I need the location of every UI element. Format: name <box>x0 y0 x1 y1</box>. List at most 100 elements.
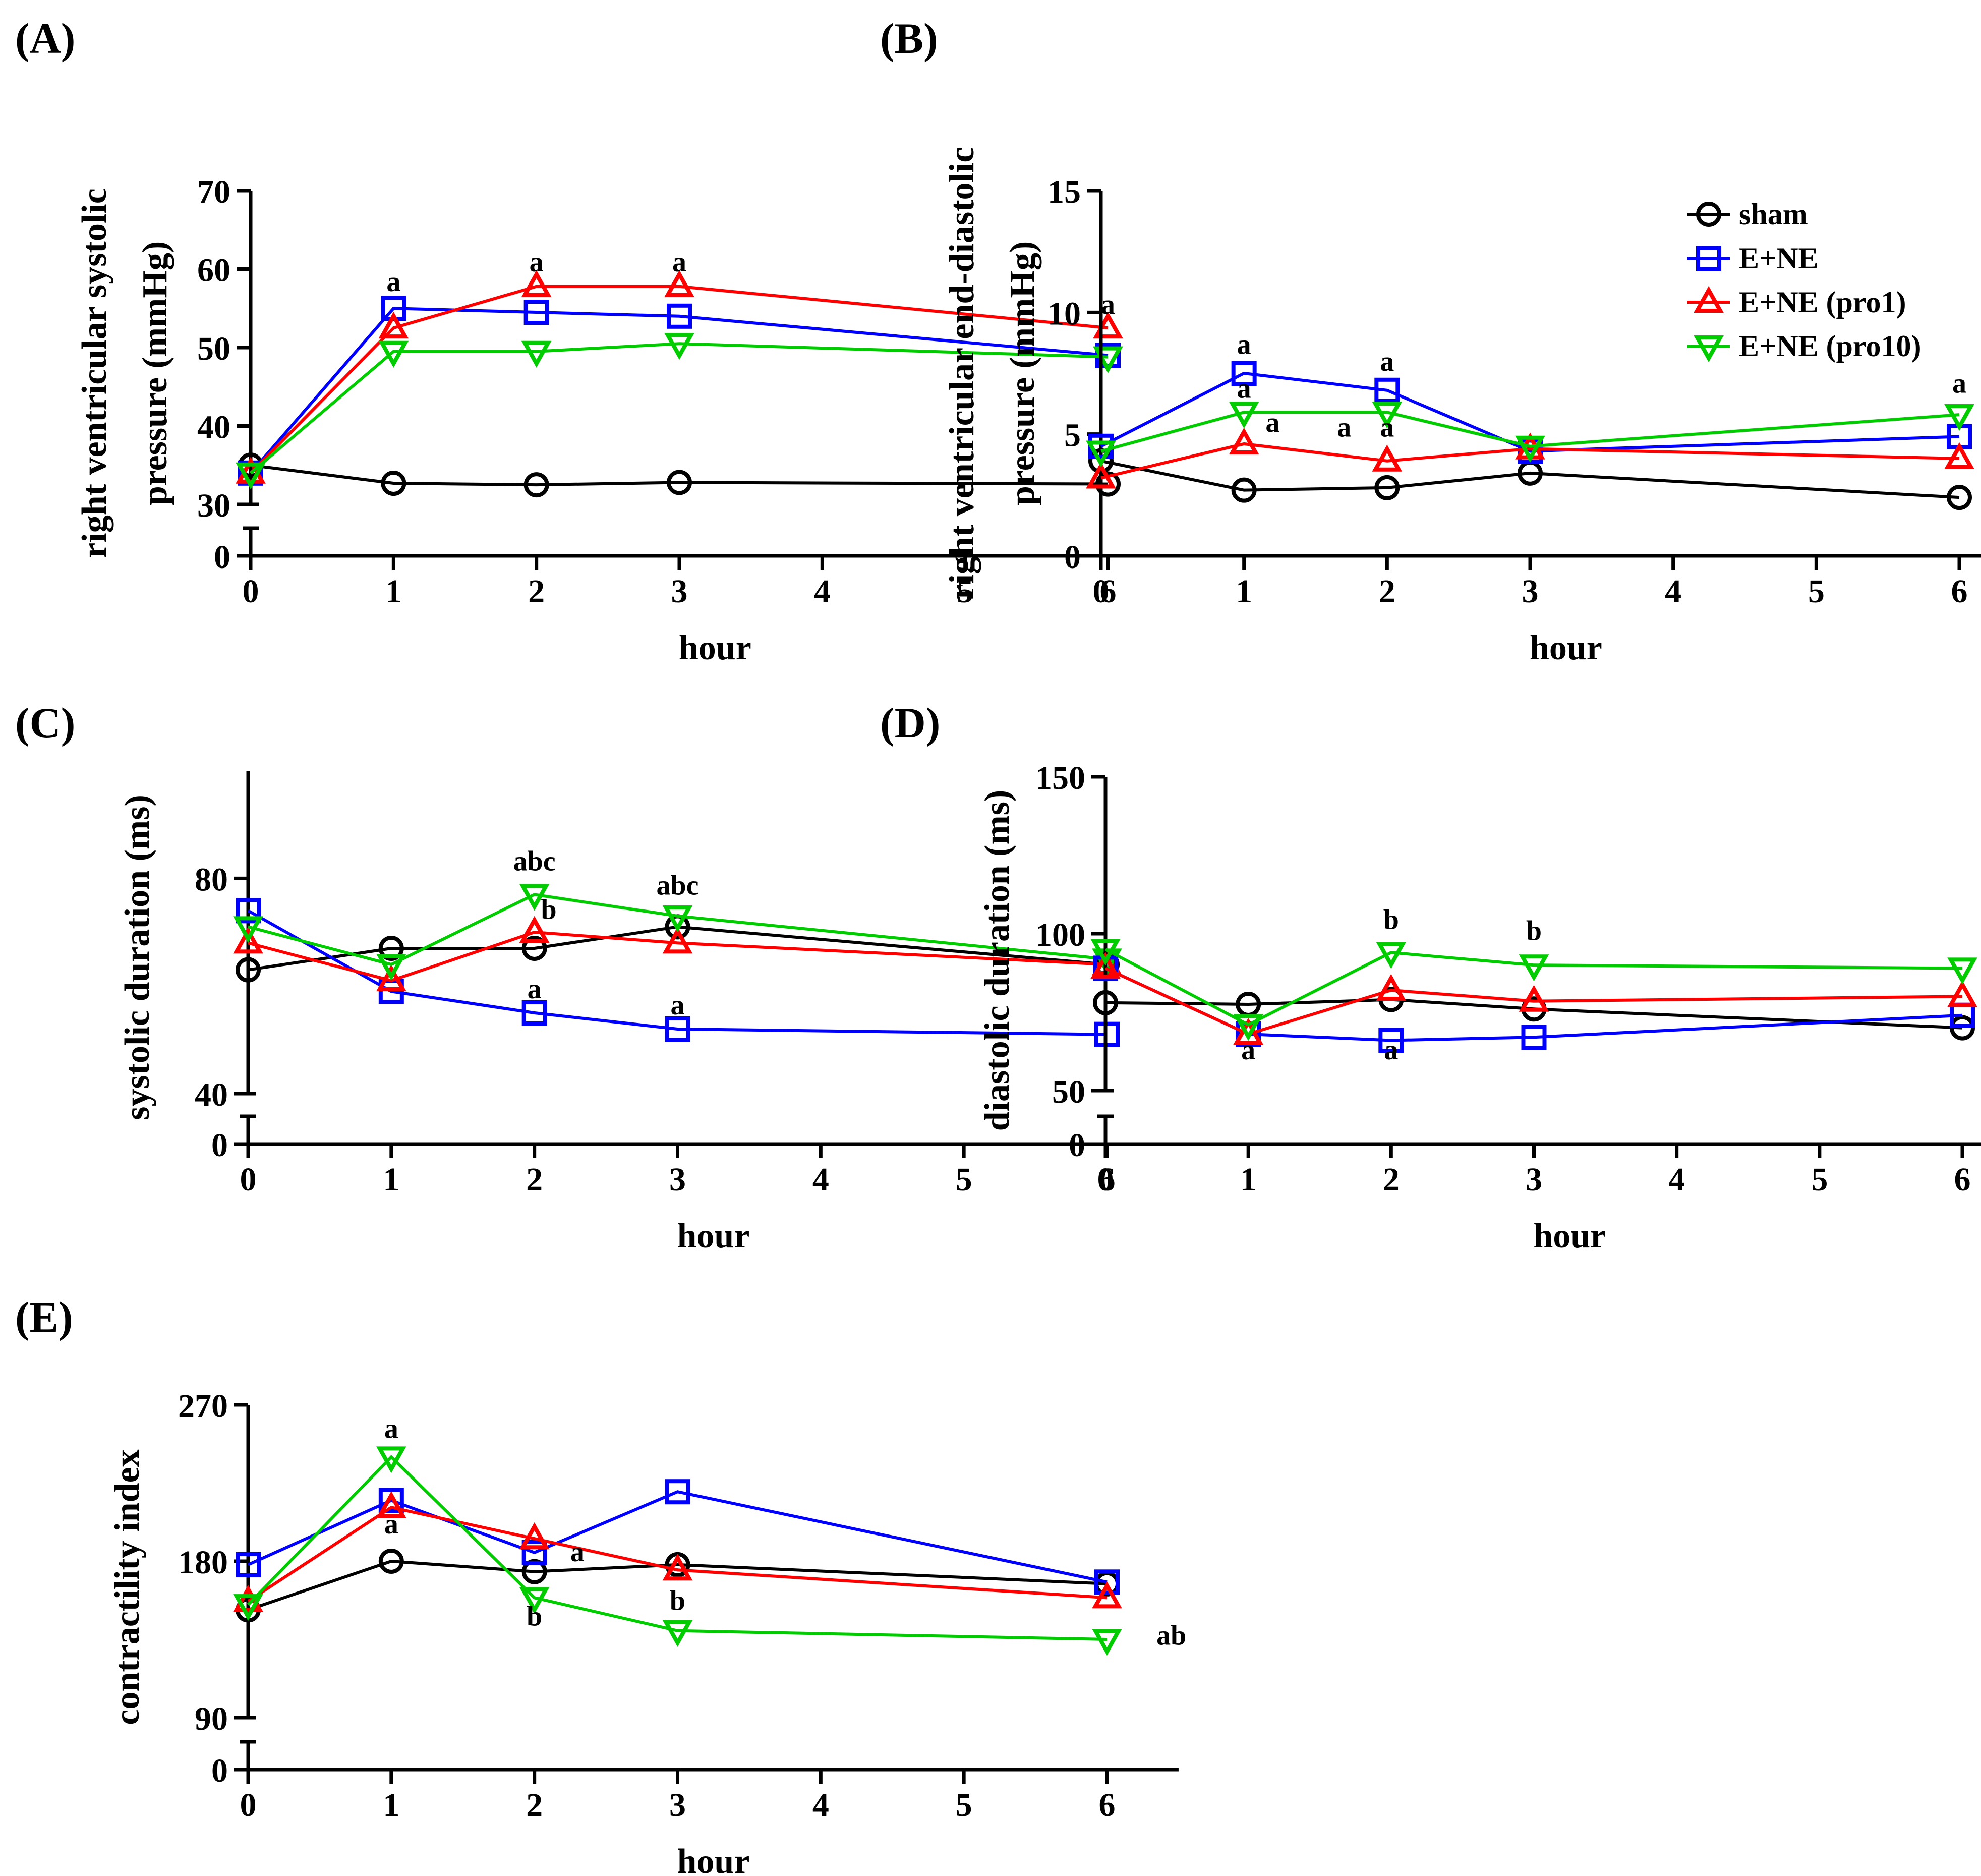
y-tick-label: 70 <box>197 174 230 210</box>
x-tick-label: 5 <box>956 1787 972 1824</box>
data-point-sham <box>1947 485 1972 510</box>
data-point-e-ne <box>665 1479 690 1505</box>
series-line-sham <box>248 1559 1108 1612</box>
y-tick-label: 60 <box>197 252 230 289</box>
x-tick-label: 2 <box>1379 573 1395 610</box>
y-axis-label: systolic duration (ms) <box>118 794 157 1120</box>
data-point-sham <box>667 470 692 495</box>
series-line-e-ne-pro10 <box>250 342 1109 475</box>
x-tick-label: 3 <box>1526 1161 1542 1198</box>
data-point-e-ne <box>1374 377 1400 403</box>
y-tick-label: 80 <box>195 861 228 898</box>
data-point-e-ne <box>1094 1569 1120 1595</box>
significance-annotation: abc <box>513 845 556 877</box>
x-tick-label: 3 <box>669 1161 686 1198</box>
x-tick-label: 4 <box>812 1787 829 1824</box>
data-point-e-ne <box>521 1540 547 1565</box>
significance-annotation: b <box>541 894 556 925</box>
x-tick-label: 1 <box>383 1161 399 1198</box>
series-line-e-ne-pro10 <box>1100 411 1960 453</box>
data-point-sham <box>1374 475 1400 500</box>
significance-annotation: a <box>1237 373 1251 404</box>
data-point-e-ne-pro10 <box>233 1594 263 1621</box>
data-point-sham <box>523 472 549 498</box>
y-tick-label: 50 <box>197 330 230 367</box>
series-line-sham <box>250 464 1109 487</box>
y-tick-label: 180 <box>178 1544 228 1581</box>
x-tick-label: 0 <box>1097 1161 1114 1198</box>
significance-annotation: b <box>670 1585 685 1616</box>
series-line-e-ne-pro1 <box>1104 967 1963 1036</box>
data-point-e-ne-pro10 <box>662 1620 693 1647</box>
data-point-e-ne-pro1 <box>376 964 406 991</box>
y-tick-label: 40 <box>197 409 230 446</box>
x-tick-label: 5 <box>1811 1161 1828 1198</box>
y-tick-label: 90 <box>195 1700 228 1737</box>
data-point-e-ne <box>1231 361 1257 386</box>
x-tick-label: 3 <box>671 573 688 610</box>
significance-annotation: a <box>1380 412 1394 443</box>
data-point-e-ne-pro10 <box>1229 402 1259 429</box>
significance-annotation: a <box>1241 1035 1255 1066</box>
data-point-e-ne-pro1 <box>1086 462 1116 489</box>
series-e-ne-pro1 <box>1090 952 1977 1045</box>
significance-annotation: a <box>1384 1035 1398 1066</box>
data-point-e-ne <box>667 303 692 329</box>
data-point-e-ne-pro10 <box>1515 435 1545 463</box>
series-line-sham <box>248 925 1108 972</box>
data-point-e-ne-pro10 <box>1092 1629 1122 1656</box>
data-point-e-ne-pro1 <box>233 927 263 954</box>
y-tick-label: 15 <box>1047 174 1081 210</box>
series-line-e-ne-pro1 <box>248 930 1108 983</box>
legend-label: E+NE (pro10) <box>1739 329 1921 363</box>
data-point-e-ne-pro10 <box>1947 957 1977 985</box>
x-tick-label: 4 <box>1665 573 1681 610</box>
legend-item-e-ne: E+NE <box>1687 242 1819 275</box>
series-line-e-ne-pro1 <box>249 285 1109 474</box>
significance-annotation: b <box>1383 904 1399 936</box>
x-tick-label: 4 <box>1668 1161 1685 1198</box>
significance-annotation: a <box>1380 346 1394 377</box>
data-point-e-ne-pro10 <box>233 916 263 943</box>
significance-annotation: a <box>384 1413 398 1444</box>
data-point-e-ne-pro1 <box>376 1491 406 1518</box>
data-point-e-ne-pro1 <box>662 927 693 954</box>
y-tick-label: 5 <box>1064 417 1081 454</box>
legend-marker <box>1696 246 1721 271</box>
significance-annotation: a <box>386 266 400 298</box>
significance-annotation: a <box>1337 412 1351 443</box>
data-point-e-ne-pro1 <box>521 270 552 297</box>
data-point-e-ne <box>236 1552 261 1577</box>
series-line-sham <box>1105 998 1963 1030</box>
x-tick-label: 4 <box>812 1161 829 1198</box>
series-e-ne-pro1 <box>236 270 1123 484</box>
data-point-sham <box>521 936 547 961</box>
x-tick-label: 2 <box>526 1161 543 1198</box>
series-line-e-ne <box>247 1490 1108 1584</box>
y-axis-label: right ventricular systolic <box>75 188 114 558</box>
data-point-e-ne-pro10 <box>1086 440 1116 468</box>
series-e-ne-pro10 <box>1090 939 1977 1041</box>
series-sham <box>238 452 1121 498</box>
data-point-sham <box>1095 471 1121 497</box>
x-tick-label: 1 <box>1240 1161 1257 1198</box>
x-tick-label: 5 <box>956 1161 972 1198</box>
data-point-e-ne-pro1 <box>1376 974 1407 1001</box>
x-axis-label: hour <box>679 629 751 667</box>
data-point-e-ne-pro10 <box>519 1587 550 1614</box>
data-point-e-ne-pro1 <box>1229 427 1259 454</box>
series-e-ne-pro10 <box>233 1446 1122 1656</box>
panel-d: (D) 0 1 2 3 4 5 6 hour 0 50 100 150 diastolic duratio… <box>880 699 1981 1256</box>
x-tick-label: 5 <box>1808 573 1825 610</box>
data-point-e-ne-pro10 <box>376 1446 406 1473</box>
series-e-ne <box>238 296 1121 486</box>
x-tick-label: 3 <box>1522 573 1539 610</box>
data-point-e-ne-pro1 <box>662 1554 693 1581</box>
data-point-e-ne-pro1 <box>1090 952 1121 979</box>
series-line-e-ne-pro10 <box>1104 948 1963 1027</box>
y-tick-label: 50 <box>1052 1073 1085 1110</box>
x-tick-label: 0 <box>240 1161 257 1198</box>
data-point-e-ne <box>521 1000 547 1026</box>
data-point-e-ne-pro10 <box>662 905 693 933</box>
